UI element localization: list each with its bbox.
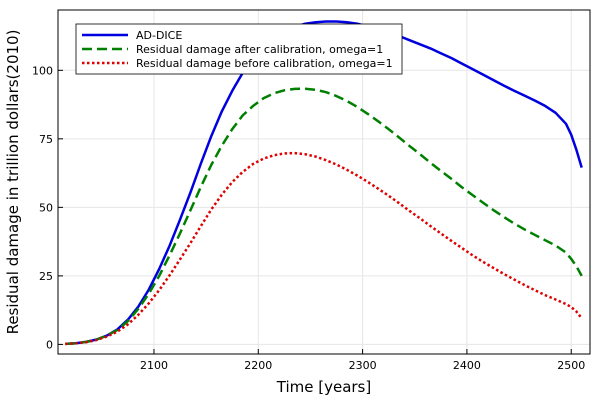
axis-ticks: 2100 2200 2300 2400 2500 0 25 50 75 100: [32, 64, 585, 372]
legend-label-after-calibration: Residual damage after calibration, omega…: [136, 43, 383, 56]
legend-label-before-calibration: Residual damage before calibration, omeg…: [136, 57, 393, 70]
y-tick-label-0: 0: [46, 338, 53, 351]
x-axis-title: Time [years]: [276, 378, 371, 396]
x-tick-label-2200: 2200: [244, 359, 272, 372]
y-axis-title: Residual damage in trillion dollars(2010…: [4, 30, 22, 335]
legend: AD-DICE Residual damage after calibratio…: [75, 23, 403, 75]
x-tick-label-2500: 2500: [557, 359, 585, 372]
legend-label-ad-dice: AD-DICE: [136, 29, 182, 42]
y-tick-label-100: 100: [32, 64, 53, 77]
series-line-before-calibration: [65, 151, 583, 346]
plot-area-frame: [57, 9, 591, 355]
series-line-after-calibration: [65, 87, 583, 346]
y-tick-label-50: 50: [39, 201, 53, 214]
series-line-ad-dice: [65, 20, 583, 346]
legend-box: [75, 23, 403, 75]
x-tick-label-2100: 2100: [140, 359, 168, 372]
x-tick-label-2400: 2400: [453, 359, 481, 372]
y-tick-label-25: 25: [39, 270, 53, 283]
x-tick-label-2300: 2300: [349, 359, 377, 372]
y-tick-label-75: 75: [39, 133, 53, 146]
series-lines: [65, 20, 583, 346]
